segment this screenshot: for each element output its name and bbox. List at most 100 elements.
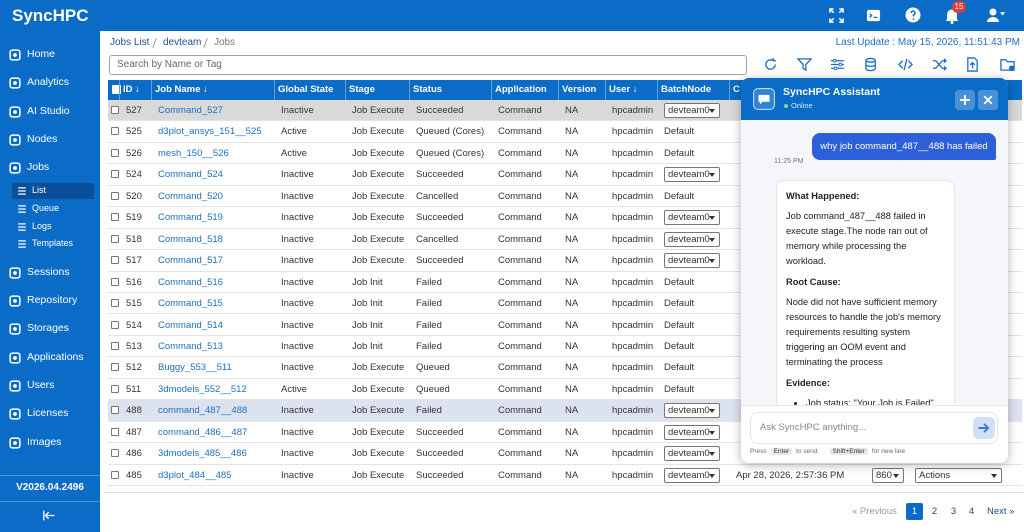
- close-chat-button[interactable]: [978, 90, 998, 110]
- nav-icon[interactable]: [9, 323, 21, 335]
- nav-item[interactable]: Users: [27, 379, 55, 391]
- job-name-link[interactable]: d3plot_ansys_151__525: [158, 126, 262, 138]
- batch-node-select[interactable]: devteam0: [664, 446, 720, 462]
- job-name-link[interactable]: Command_514: [158, 319, 223, 331]
- batch-node-select[interactable]: devteam0: [664, 231, 720, 247]
- code-button[interactable]: [898, 57, 913, 72]
- nav-item[interactable]: Repository: [27, 294, 78, 306]
- subnav-icon[interactable]: [17, 186, 27, 196]
- subnav-item[interactable]: Logs: [32, 221, 52, 231]
- subnav-icon[interactable]: [17, 204, 27, 214]
- batch-node-select[interactable]: devteam0: [664, 167, 720, 183]
- column-header[interactable]: BatchNode: [661, 84, 712, 95]
- job-name-link[interactable]: command_486__487: [158, 426, 248, 438]
- column-header[interactable]: User ↓: [609, 84, 638, 95]
- page-button[interactable]: 4: [968, 506, 975, 517]
- subnav-item[interactable]: Queue: [32, 203, 60, 213]
- page-button[interactable]: 2: [931, 506, 938, 517]
- nav-icon[interactable]: [9, 437, 21, 449]
- subnav-icon[interactable]: [17, 239, 27, 249]
- nav-icon[interactable]: [9, 380, 21, 392]
- nav-icon[interactable]: [9, 408, 21, 420]
- breadcrumb-item[interactable]: devteam: [163, 37, 202, 48]
- row-checkbox[interactable]: [111, 384, 119, 393]
- batch-node-select[interactable]: devteam0: [664, 403, 720, 419]
- job-name-link[interactable]: Command_515: [158, 298, 223, 310]
- cores-select[interactable]: 860: [872, 467, 904, 483]
- row-checkbox[interactable]: [111, 341, 119, 350]
- fullscreen-icon[interactable]: [829, 8, 844, 23]
- row-checkbox[interactable]: [111, 127, 119, 136]
- nav-icon[interactable]: [9, 267, 21, 279]
- nav-icon[interactable]: [9, 295, 21, 307]
- row-checkbox[interactable]: [111, 320, 119, 329]
- nav-item[interactable]: Storages: [27, 322, 70, 334]
- column-header[interactable]: Stage: [349, 84, 375, 95]
- pagination-next[interactable]: Next »: [987, 506, 1015, 517]
- storage-button[interactable]: [864, 57, 879, 72]
- batch-node-select[interactable]: devteam0: [664, 210, 720, 226]
- filter-button[interactable]: [797, 57, 812, 72]
- row-checkbox[interactable]: [111, 106, 119, 114]
- shuffle-button[interactable]: [932, 57, 947, 72]
- subnav-item[interactable]: List: [32, 185, 47, 195]
- column-header[interactable]: ID ↓: [123, 84, 140, 95]
- row-checkbox[interactable]: [111, 449, 119, 458]
- pagination-previous[interactable]: « Previous: [852, 506, 897, 517]
- user-icon[interactable]: [982, 7, 1008, 23]
- job-name-link[interactable]: mesh_150__526: [158, 147, 229, 159]
- table-row[interactable]: 485 d3plot_484__485 Inactive Job Execute Suc…: [108, 464, 1022, 487]
- send-button[interactable]: [973, 417, 995, 439]
- nav-icon[interactable]: [9, 106, 21, 118]
- job-name-link[interactable]: Command_519: [158, 212, 223, 224]
- job-name-link[interactable]: Command_517: [158, 255, 223, 267]
- nav-item[interactable]: Images: [27, 436, 62, 448]
- column-header[interactable]: Status: [413, 84, 443, 95]
- nav-item[interactable]: Sessions: [27, 266, 70, 278]
- header-checkbox[interactable]: [112, 85, 121, 94]
- row-checkbox[interactable]: [111, 277, 119, 286]
- nav-item[interactable]: Licenses: [27, 407, 69, 419]
- row-checkbox[interactable]: [111, 363, 119, 372]
- folder-add-button[interactable]: [1000, 57, 1015, 72]
- job-name-link[interactable]: Buggy_553__511: [158, 362, 232, 374]
- column-header[interactable]: C: [733, 84, 740, 95]
- subnav-item[interactable]: Templates: [32, 238, 74, 248]
- column-header[interactable]: Version: [562, 84, 597, 95]
- nav-icon[interactable]: [9, 134, 21, 146]
- row-checkbox[interactable]: [111, 256, 119, 265]
- job-name-link[interactable]: Command_520: [158, 190, 223, 202]
- actions-select[interactable]: Actions: [915, 467, 1002, 483]
- refresh-button[interactable]: [763, 57, 778, 72]
- columns-button[interactable]: [830, 57, 845, 72]
- batch-node-select[interactable]: devteam0: [664, 253, 720, 269]
- terminal-icon[interactable]: [866, 8, 881, 23]
- upload-button[interactable]: [965, 57, 980, 72]
- job-name-link[interactable]: command_487__488: [158, 405, 248, 417]
- column-header[interactable]: Application: [495, 84, 547, 95]
- search-box[interactable]: Search by Name or Tag: [109, 55, 747, 75]
- job-name-link[interactable]: Command_513: [158, 340, 223, 352]
- page-button[interactable]: 1: [906, 503, 923, 520]
- job-name-link[interactable]: 3dmodels_552__512: [158, 383, 247, 395]
- nav-icon[interactable]: [9, 77, 21, 89]
- new-chat-button[interactable]: [955, 90, 975, 110]
- row-checkbox[interactable]: [111, 191, 119, 200]
- column-header[interactable]: Job Name ↓: [155, 84, 208, 95]
- nav-item[interactable]: AI Studio: [27, 105, 70, 117]
- subnav-icon[interactable]: [17, 222, 27, 232]
- page-button[interactable]: 3: [950, 506, 957, 517]
- nav-item[interactable]: Home: [27, 48, 56, 60]
- nav-icon[interactable]: [9, 352, 21, 364]
- nav-icon[interactable]: [9, 49, 21, 61]
- brand[interactable]: SyncHPC: [12, 6, 89, 25]
- help-icon[interactable]: [905, 7, 921, 23]
- row-checkbox[interactable]: [111, 148, 119, 157]
- nav-item[interactable]: Nodes: [27, 133, 58, 145]
- row-checkbox[interactable]: [111, 170, 119, 179]
- job-name-link[interactable]: Command_516: [158, 276, 223, 288]
- row-checkbox[interactable]: [111, 470, 119, 479]
- job-name-link[interactable]: Command_524: [158, 169, 223, 181]
- row-checkbox[interactable]: [111, 213, 119, 222]
- nav-item[interactable]: Analytics: [27, 76, 70, 88]
